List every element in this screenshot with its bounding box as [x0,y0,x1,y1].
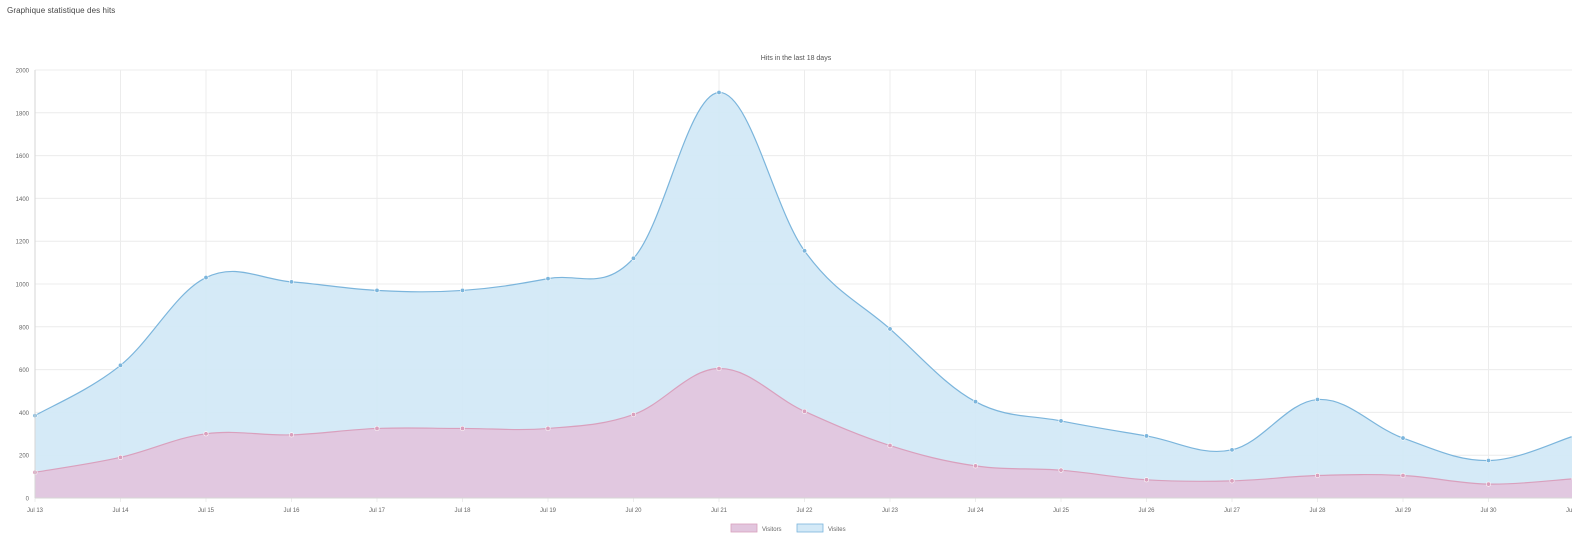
x-tick-label: Jul 25 [1053,508,1070,514]
x-tick-label: Jul 28 [1309,508,1326,514]
legend-swatch [797,524,823,532]
x-tick-label: Jul 27 [1224,508,1241,514]
x-tick-label: Jul 20 [625,508,642,514]
y-tick-label: 1800 [16,111,30,117]
x-tick-label: Jul 31 [1566,508,1572,514]
data-point[interactable] [1486,458,1490,462]
y-tick-label: 0 [26,497,30,503]
x-tick-label: Jul 19 [540,508,557,514]
x-tick-label: Jul 15 [198,508,215,514]
data-point[interactable] [1059,419,1063,423]
data-point[interactable] [973,464,977,468]
data-point[interactable] [375,426,379,430]
legend-item-visites[interactable]: Visites [797,524,846,533]
y-tick-label: 1400 [16,197,30,203]
data-point[interactable] [375,288,379,292]
legend-item-visitors[interactable]: Visitors [731,524,782,533]
data-point[interactable] [802,409,806,413]
data-point[interactable] [802,249,806,253]
x-tick-label: Jul 29 [1395,508,1412,514]
y-tick-label: 200 [19,454,30,460]
y-tick-label: 1000 [16,283,30,289]
y-tick-label: 1600 [16,154,30,160]
data-point[interactable] [118,455,122,459]
data-point[interactable] [631,412,635,416]
data-point[interactable] [1230,448,1234,452]
data-point[interactable] [546,276,550,280]
data-point[interactable] [717,366,721,370]
data-point[interactable] [1144,478,1148,482]
data-point[interactable] [631,256,635,260]
data-point[interactable] [1401,473,1405,477]
data-point[interactable] [204,432,208,436]
data-point[interactable] [204,275,208,279]
chart-title: Hits in the last 18 days [761,55,832,62]
x-tick-label: Jul 22 [796,508,813,514]
x-tick-label: Jul 21 [711,508,728,514]
x-tick-label: Jul 14 [112,508,129,514]
data-point[interactable] [717,90,721,94]
x-tick-label: Jul 26 [1138,508,1155,514]
data-point[interactable] [1315,397,1319,401]
y-tick-label: 1200 [16,240,30,246]
data-point[interactable] [460,426,464,430]
data-point[interactable] [460,288,464,292]
data-point[interactable] [289,433,293,437]
data-point[interactable] [118,363,122,367]
data-point[interactable] [1059,468,1063,472]
y-tick-label: 400 [19,411,30,417]
data-point[interactable] [888,443,892,447]
data-point[interactable] [1401,436,1405,440]
legend-label: Visitors [762,527,782,533]
x-tick-label: Jul 23 [882,508,899,514]
x-tick-label: Jul 30 [1480,508,1497,514]
data-point[interactable] [1144,434,1148,438]
x-tick-label: Jul 24 [967,508,984,514]
y-tick-label: 2000 [16,69,30,75]
series-areas [35,92,1572,498]
data-point[interactable] [1315,473,1319,477]
legend-swatch [731,524,757,532]
x-tick-label: Jul 13 [27,508,44,514]
x-tick-label: Jul 16 [283,508,300,514]
data-point[interactable] [289,280,293,284]
x-tick-label: Jul 18 [454,508,471,514]
legend-label: Visites [828,527,846,533]
legend[interactable]: Visitors Visites [731,524,846,533]
data-point[interactable] [1486,482,1490,486]
data-point[interactable] [546,426,550,430]
y-tick-label: 800 [19,325,30,331]
x-tick-label: Jul 17 [369,508,386,514]
y-tick-label: 600 [19,368,30,374]
data-point[interactable] [973,400,977,404]
data-point[interactable] [1230,479,1234,483]
data-point[interactable] [888,327,892,331]
